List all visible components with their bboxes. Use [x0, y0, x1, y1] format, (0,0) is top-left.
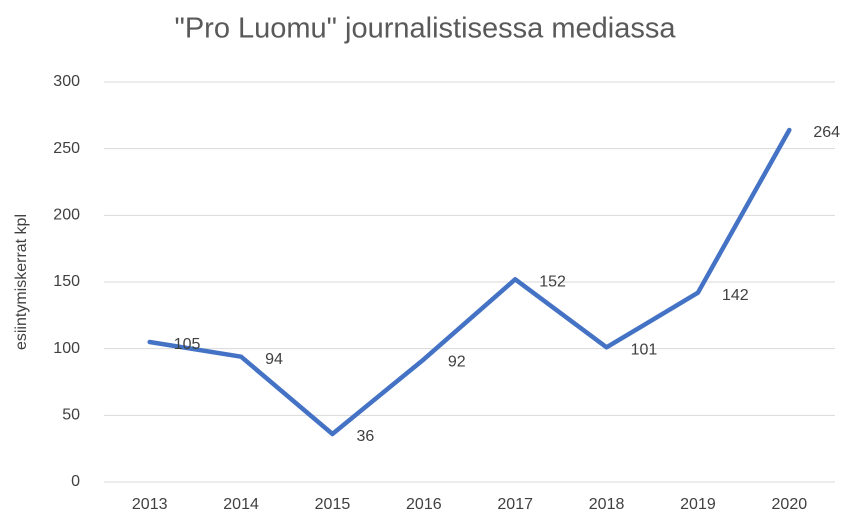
y-tick-label: 100 — [53, 340, 80, 357]
x-tick-label: 2017 — [497, 496, 533, 513]
data-label: 92 — [448, 354, 466, 371]
x-tick-label: 2014 — [223, 496, 259, 513]
data-label: 101 — [631, 342, 658, 359]
data-label: 105 — [174, 336, 201, 353]
y-axis-label: esiintymiskerrat kpl — [13, 214, 30, 350]
data-label: 36 — [356, 428, 374, 445]
y-tick-label: 250 — [53, 140, 80, 157]
data-label: 264 — [813, 124, 840, 141]
y-tick-label: 200 — [53, 207, 80, 224]
data-label: 152 — [539, 274, 566, 291]
chart-title: "Pro Luomu" journalistisessa mediassa — [175, 13, 677, 45]
x-tick-label: 2015 — [315, 496, 351, 513]
data-label: 94 — [265, 351, 283, 368]
x-tick-label: 2018 — [589, 496, 625, 513]
x-tick-label: 2016 — [406, 496, 442, 513]
x-tick-label: 2020 — [772, 496, 808, 513]
y-tick-label: 150 — [53, 273, 80, 290]
data-line — [147, 127, 792, 437]
x-tick-label: 2019 — [680, 496, 716, 513]
y-tick-label: 300 — [53, 73, 80, 90]
data-label: 142 — [722, 287, 749, 304]
y-tick-label: 50 — [62, 407, 80, 424]
x-tick-label: 2013 — [132, 496, 168, 513]
y-tick-label: 0 — [71, 473, 80, 490]
